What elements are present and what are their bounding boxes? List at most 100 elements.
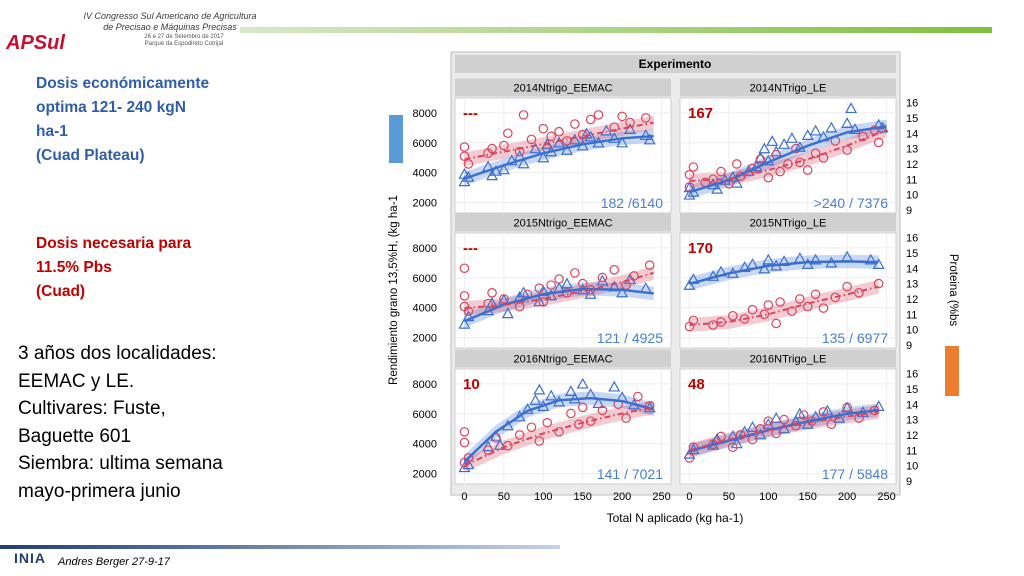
protein-point <box>534 436 545 446</box>
y-left-tick-label: 4000 <box>413 439 437 451</box>
protein-point <box>716 166 726 177</box>
panel-plot-area <box>679 97 897 214</box>
protein-point <box>593 110 604 120</box>
panel-header <box>455 349 671 368</box>
protein-point <box>518 110 529 120</box>
yield-point <box>493 438 506 450</box>
protein-fit-line <box>689 129 887 182</box>
protein-point <box>644 400 655 411</box>
protein-point <box>795 294 805 304</box>
panel-header <box>455 213 671 232</box>
protein-point <box>755 154 766 165</box>
protein-point <box>873 278 884 289</box>
y-right-tick-label: 15 <box>906 113 918 125</box>
y-right-tick-label: 11 <box>906 309 917 321</box>
y-right-tick-label: 10 <box>906 461 918 473</box>
header-accent-bar <box>240 27 992 33</box>
protein-point <box>566 408 576 419</box>
yield-point <box>458 317 471 329</box>
yield-point <box>825 121 838 133</box>
yield-point <box>809 124 822 136</box>
yield-point <box>762 253 775 265</box>
yield-point <box>762 418 775 429</box>
required-dose-text: Dosis necesaria para 11.5% Pbs (Cuad) <box>36 235 192 300</box>
panel-plot-area <box>679 232 897 349</box>
protein-point <box>818 303 829 313</box>
protein-dose-label: 48 <box>688 376 705 393</box>
yield-point <box>553 136 566 148</box>
protein-point <box>597 405 608 416</box>
yield-point <box>848 123 862 134</box>
protein-confidence-band <box>689 279 879 332</box>
protein-point <box>633 391 643 402</box>
yield-optimum-label: 177 / 5848 <box>822 466 888 482</box>
yield-point <box>592 397 605 408</box>
y-right-tick-label: 14 <box>906 399 918 411</box>
protein-point <box>763 172 774 183</box>
yield-fit-line <box>689 408 879 453</box>
protein-point <box>499 294 509 304</box>
y-left-tick-label: 4000 <box>413 168 437 180</box>
congress-line-1: IV Congresso Sul Americano de Agricultur… <box>83 11 257 21</box>
y-right-tick-label: 14 <box>906 128 918 140</box>
yield-point <box>616 286 629 298</box>
footer-bar <box>0 545 560 549</box>
protein-point <box>629 271 639 281</box>
protein-point <box>459 263 470 274</box>
protein-fit-line <box>689 410 879 452</box>
panel-title: 2015NTrigo_LE <box>750 218 827 230</box>
yield-point <box>545 389 558 401</box>
protein-point <box>873 137 884 148</box>
protein-point <box>463 159 474 169</box>
optimal-dose-text: Dosis económicamente optima 121- 240 kgN… <box>36 75 210 164</box>
protein-confidence-band <box>689 123 887 188</box>
yield-series-indicator <box>389 115 403 163</box>
x-tick-label: 50 <box>498 491 510 503</box>
panel-header <box>680 78 896 97</box>
panel-title: 2016NTrigo_LE <box>750 354 827 366</box>
protein-point <box>514 430 525 440</box>
yield-point <box>793 407 806 419</box>
y-left-tick-label: 8000 <box>413 108 437 120</box>
y-right-tick-label: 16 <box>906 233 918 245</box>
panel-title: 2015Ntrigo_EEMAC <box>513 218 612 230</box>
yield-point <box>766 135 779 146</box>
protein-point <box>775 166 785 177</box>
yield-point <box>801 418 814 429</box>
yield-optimum-label: 121 / 4925 <box>597 330 663 346</box>
y-right-tick-label: 15 <box>906 384 918 396</box>
protein-point <box>771 318 781 329</box>
protein-point <box>818 407 829 417</box>
protein-dose-label: 170 <box>688 240 713 257</box>
y-right-tick-label: 9 <box>906 476 912 488</box>
protein-point <box>779 414 789 425</box>
congress-line-2: de Precisao e Máquinas Precisas <box>103 22 237 32</box>
protein-point <box>842 402 852 413</box>
x-tick-label: 150 <box>799 491 817 503</box>
yield-point <box>584 130 597 142</box>
x-tick-label: 0 <box>461 491 467 503</box>
protein-point <box>499 140 509 151</box>
y-left-axis-label: Rendimiento grano 13,5%H, (kg ha-1 <box>388 195 400 385</box>
protein-point <box>644 260 655 270</box>
protein-point <box>688 442 699 452</box>
panel-title: 2014Ntrigo_EEMAC <box>513 83 612 95</box>
yield-point <box>841 117 854 128</box>
yield-point <box>608 380 621 392</box>
protein-dose-label: 10 <box>463 376 480 393</box>
yield-point <box>730 176 743 188</box>
protein-point <box>640 113 651 123</box>
y-right-tick-label: 13 <box>906 144 918 156</box>
protein-point <box>585 114 596 125</box>
x-tick-label: 100 <box>759 491 777 503</box>
congress-date-1: 26 e 27 de Setembro de 2017 <box>144 34 224 40</box>
protein-dose-label: 167 <box>688 105 713 122</box>
protein-point <box>570 268 580 278</box>
yield-point <box>845 102 858 114</box>
protein-fit-line <box>464 406 654 467</box>
yield-point <box>683 279 696 290</box>
protein-point <box>759 309 770 320</box>
yield-point <box>785 132 798 143</box>
y-right-tick-label: 11 <box>906 445 917 457</box>
yield-point <box>864 253 877 265</box>
